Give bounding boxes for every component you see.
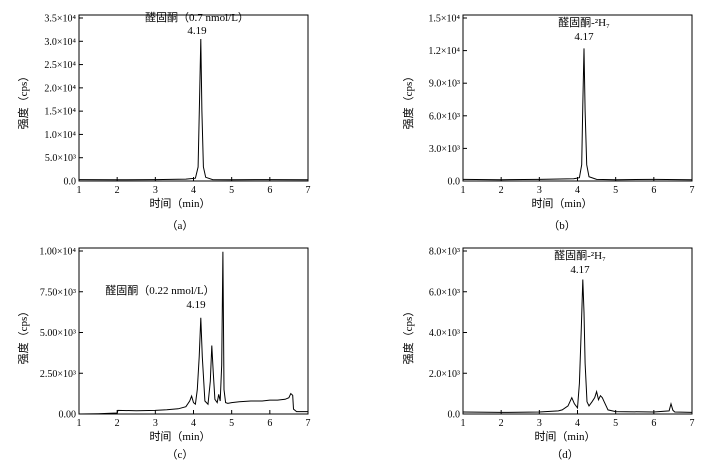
- panel-c-peak-name: 醛固酮（0.22 nmol/L）: [105, 283, 214, 297]
- panel-d-y-axis-label: 强度（cps）: [401, 306, 415, 365]
- panel-d-trace: [462, 279, 693, 413]
- panel-a-y-tick-label: 5.0×10³: [45, 153, 76, 164]
- panel-c-y-tick-label: 5.00×10³: [40, 328, 76, 339]
- panel-d-x-tick-label: 1: [461, 418, 466, 429]
- panel-a-peak-rt: 4.19: [187, 25, 207, 37]
- panel-b-caption: （b）: [548, 219, 576, 232]
- panel-d-y-tick-label: 8.0×10³: [429, 247, 460, 258]
- panel-a-y-axis-label: 强度（cps）: [16, 71, 30, 130]
- panel-a-y-tick-label: 3.0×10⁴: [44, 37, 76, 48]
- panel-d-y-tick-label: 4.0×10³: [429, 328, 460, 339]
- panel-c-peak-rt: 4.19: [186, 299, 206, 311]
- panel-b-x-tick-label: 4: [575, 185, 580, 196]
- panel-c-x-tick-label: 6: [267, 418, 272, 429]
- panel-c-plot-frame: [78, 247, 309, 415]
- panel-d-x-tick-label: 3: [537, 418, 542, 429]
- panel-b-x-tick-label: 5: [613, 185, 618, 196]
- panel-a: 0.0 5.0×10³ 1.0×10⁴ 1.5×10⁴ 2.0×10⁴ 2.5×10⁴ 3.…: [16, 10, 311, 232]
- panel-c-trace: [78, 251, 308, 415]
- panel-a-plot-frame: [78, 14, 309, 182]
- panel-a-x-tick-label: 4: [191, 185, 196, 196]
- panel-d-x-ticks: 1 2 3 4 5 6 7: [461, 410, 695, 429]
- panel-d-x-tick-label: 5: [613, 418, 618, 429]
- panel-c-x-tick-label: 2: [115, 418, 120, 429]
- panel-a-y-tick-label: 1.0×10⁴: [44, 130, 76, 141]
- panel-c-y-axis-label: 强度（cps）: [16, 306, 30, 365]
- panel-b-peak-rt: 4.17: [574, 31, 594, 43]
- panel-b-y-tick-label: 1.5×10⁴: [428, 14, 460, 25]
- panel-d-x-tick-label: 4: [575, 418, 580, 429]
- panel-a-x-tick-label: 6: [267, 185, 272, 196]
- panel-b-y-tick-label: 0.0: [448, 177, 461, 188]
- panel-b-x-tick-label: 1: [461, 185, 466, 196]
- panel-a-x-tick-label: 7: [306, 185, 311, 196]
- panel-d-y-tick-label: 6.0×10³: [429, 287, 460, 298]
- panel-b-x-tick-label: 7: [690, 185, 695, 196]
- panel-a-x-tick-label: 1: [77, 185, 82, 196]
- panel-b: 0.0 3.0×10³ 6.0×10³ 9.0×10³ 1.2×10⁴ 1.5×10⁴ 1…: [401, 14, 695, 233]
- panel-a-y-tick-label: 0.0: [64, 177, 77, 188]
- panel-a-trace: [78, 38, 309, 181]
- panel-c-y-tick-label: 7.50×10³: [40, 287, 76, 298]
- panel-d-y-tick-label: 2.0×10³: [429, 369, 460, 380]
- panel-b-y-tick-label: 1.2×10⁴: [428, 46, 460, 57]
- panel-b-y-tick-label: 9.0×10³: [429, 79, 460, 90]
- panel-b-y-ticks: 0.0 3.0×10³ 6.0×10³ 9.0×10³ 1.2×10⁴ 1.5×10⁴: [428, 14, 467, 188]
- panel-b-peak-name: 醛固酮-²H₇: [558, 15, 610, 29]
- panel-a-x-ticks: 1 2 3 4 5 6 7: [77, 177, 311, 196]
- panel-a-y-tick-label: 1.5×10⁴: [44, 107, 76, 118]
- panel-c-y-tick-label: 2.50×10³: [40, 369, 76, 380]
- panel-c-x-tick-label: 1: [77, 418, 82, 429]
- panel-d-x-tick-label: 6: [651, 418, 656, 429]
- panel-c-y-tick-label: 0.00: [59, 410, 77, 421]
- panel-a-y-tick-label: 3.5×10⁴: [44, 14, 76, 25]
- panel-c-x-tick-label: 5: [229, 418, 234, 429]
- panel-a-y-ticks: 0.0 5.0×10³ 1.0×10⁴ 1.5×10⁴ 2.0×10⁴ 2.5×10⁴ 3.…: [44, 14, 83, 188]
- panel-b-x-ticks: 1 2 3 4 5 6 7: [461, 177, 695, 196]
- panel-d-caption: （d）: [551, 448, 579, 461]
- panel-d-x-axis-label: 时间（min）: [534, 430, 595, 443]
- panel-d-peak-name: 醛固酮-²H₇: [554, 248, 606, 262]
- panel-b-y-tick-label: 6.0×10³: [429, 111, 460, 122]
- panel-b-y-tick-label: 3.0×10³: [429, 144, 460, 155]
- panel-d-y-tick-label: 0.0: [448, 410, 461, 421]
- panel-c-y-ticks: 0.00 2.50×10³ 5.00×10³ 7.50×10³ 1.00×10⁴: [39, 247, 83, 421]
- panel-a-x-tick-label: 5: [229, 185, 234, 196]
- panel-c-x-tick-label: 4: [191, 418, 196, 429]
- panel-c-x-ticks: 1 2 3 4 5 6 7: [77, 410, 311, 429]
- panel-b-trace: [462, 48, 693, 181]
- panel-d-x-tick-label: 2: [499, 418, 504, 429]
- panel-b-y-axis-label: 强度（cps）: [401, 71, 415, 130]
- panel-b-x-tick-label: 2: [499, 185, 504, 196]
- panel-a-y-tick-label: 2.5×10⁴: [44, 60, 76, 71]
- panel-c-y-tick-label: 1.00×10⁴: [39, 247, 76, 258]
- panel-a-peak-name: 醛固酮（0.7 nmol/L）: [145, 10, 249, 24]
- panel-d-x-tick-label: 7: [690, 418, 695, 429]
- panel-c: 0.00 2.50×10³ 5.00×10³ 7.50×10³ 1.00×10⁴ 1 2 3…: [16, 247, 311, 462]
- panel-a-y-tick-label: 2.0×10⁴: [44, 83, 76, 94]
- panel-a-x-axis-label: 时间（min）: [149, 197, 210, 210]
- panel-d-y-ticks: 0.0 2.0×10³ 4.0×10³ 6.0×10³ 8.0×10³: [429, 247, 467, 421]
- panel-c-x-tick-label: 7: [306, 418, 311, 429]
- panel-c-caption: （c）: [167, 448, 194, 461]
- panel-d-peak-rt: 4.17: [570, 264, 590, 276]
- panel-b-x-tick-label: 3: [537, 185, 542, 196]
- panel-a-x-tick-label: 3: [153, 185, 158, 196]
- panel-c-x-axis-label: 时间（min）: [149, 430, 210, 443]
- panel-a-caption: （a）: [167, 219, 194, 232]
- panel-a-x-tick-label: 2: [115, 185, 120, 196]
- panel-b-x-axis-label: 时间（min）: [531, 197, 592, 210]
- panel-c-x-tick-label: 3: [153, 418, 158, 429]
- panel-b-x-tick-label: 6: [651, 185, 656, 196]
